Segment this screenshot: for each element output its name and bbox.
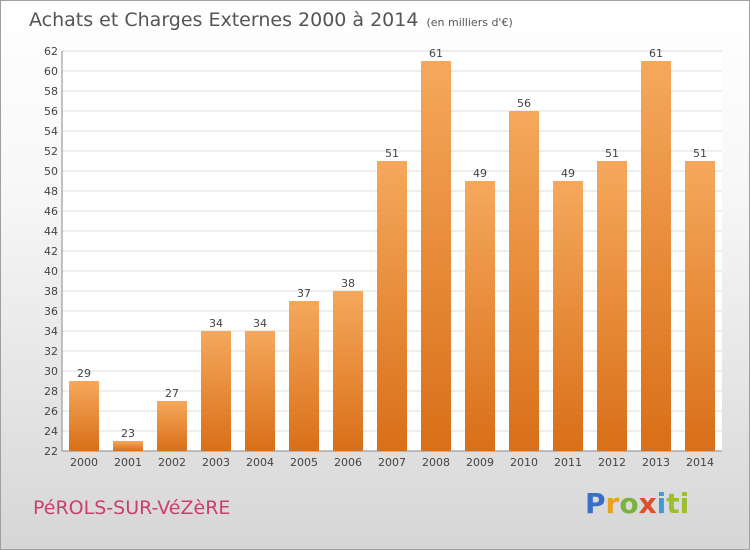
bar-2000 (69, 381, 99, 451)
y-tick-label: 40 (44, 265, 58, 278)
bar-2013 (641, 61, 671, 451)
logo-letters-ti: ti (666, 487, 690, 520)
x-tick-label: 2002 (158, 456, 186, 469)
bar-2004 (245, 331, 275, 451)
bar-2007 (377, 161, 407, 451)
x-tick-label: 2007 (378, 456, 406, 469)
logo-letter-r: r (605, 487, 620, 520)
x-tick-label: 2001 (114, 456, 142, 469)
data-label: 51 (605, 147, 619, 160)
y-tick-label: 48 (44, 185, 58, 198)
chart-title: Achats et Charges Externes 2000 à 2014 (e… (29, 9, 513, 31)
y-tick-label: 34 (44, 325, 58, 338)
bar-2003 (201, 331, 231, 451)
bar-2012 (597, 161, 627, 451)
data-label: 38 (341, 277, 355, 290)
x-tick-label: 2008 (422, 456, 450, 469)
y-tick-label: 62 (44, 45, 58, 58)
bar-2005 (289, 301, 319, 451)
proxiti-logo: Proxiti (585, 487, 689, 520)
bar-2008 (421, 61, 451, 451)
bar-2002 (157, 401, 187, 451)
bar-2006 (333, 291, 363, 451)
data-label: 29 (77, 367, 91, 380)
y-tick-label: 44 (44, 225, 58, 238)
y-tick-label: 46 (44, 205, 58, 218)
bar-2001 (113, 441, 143, 451)
bar-2011 (553, 181, 583, 451)
logo-letter-x: x (638, 487, 657, 520)
y-tick-label: 58 (44, 85, 58, 98)
x-tick-label: 2014 (686, 456, 714, 469)
y-tick-label: 32 (44, 345, 58, 358)
x-tick-label: 2000 (70, 456, 98, 469)
y-tick-label: 54 (44, 125, 58, 138)
chart-title-text: Achats et Charges Externes 2000 à 2014 (29, 9, 419, 31)
bar-2009 (465, 181, 495, 451)
x-tick-label: 2006 (334, 456, 362, 469)
data-label: 49 (561, 167, 575, 180)
x-tick-label: 2003 (202, 456, 230, 469)
x-tick-label: 2009 (466, 456, 494, 469)
x-tick-label: 2005 (290, 456, 318, 469)
logo-letter-i: i (656, 487, 667, 520)
y-tick-label: 56 (44, 105, 58, 118)
logo-letter-o: o (619, 487, 639, 520)
x-tick-label: 2010 (510, 456, 538, 469)
data-label: 34 (209, 317, 223, 330)
y-tick-label: 36 (44, 305, 58, 318)
y-tick-label: 22 (44, 445, 58, 458)
commune-name: PéROLS-SUR-VéZèRE (33, 497, 231, 519)
y-tick-label: 26 (44, 405, 58, 418)
data-label: 49 (473, 167, 487, 180)
y-tick-label: 60 (44, 65, 58, 78)
y-tick-label: 42 (44, 245, 58, 258)
data-label: 37 (297, 287, 311, 300)
data-label: 51 (693, 147, 707, 160)
data-label: 34 (253, 317, 267, 330)
x-tick-label: 2011 (554, 456, 582, 469)
data-label: 51 (385, 147, 399, 160)
logo-letter-p: P (585, 487, 606, 520)
data-label: 23 (121, 427, 135, 440)
y-tick-label: 50 (44, 165, 58, 178)
data-label: 56 (517, 97, 531, 110)
bar-2010 (509, 111, 539, 451)
y-tick-label: 38 (44, 285, 58, 298)
chart-subtitle: (en milliers d'€) (426, 16, 513, 29)
x-tick-label: 2004 (246, 456, 274, 469)
y-tick-label: 28 (44, 385, 58, 398)
bar-2014 (685, 161, 715, 451)
data-label: 61 (649, 47, 663, 60)
y-tick-label: 24 (44, 425, 58, 438)
y-tick-label: 52 (44, 145, 58, 158)
data-label: 61 (429, 47, 443, 60)
x-tick-label: 2012 (598, 456, 626, 469)
y-tick-label: 30 (44, 365, 58, 378)
x-tick-label: 2013 (642, 456, 670, 469)
data-label: 27 (165, 387, 179, 400)
